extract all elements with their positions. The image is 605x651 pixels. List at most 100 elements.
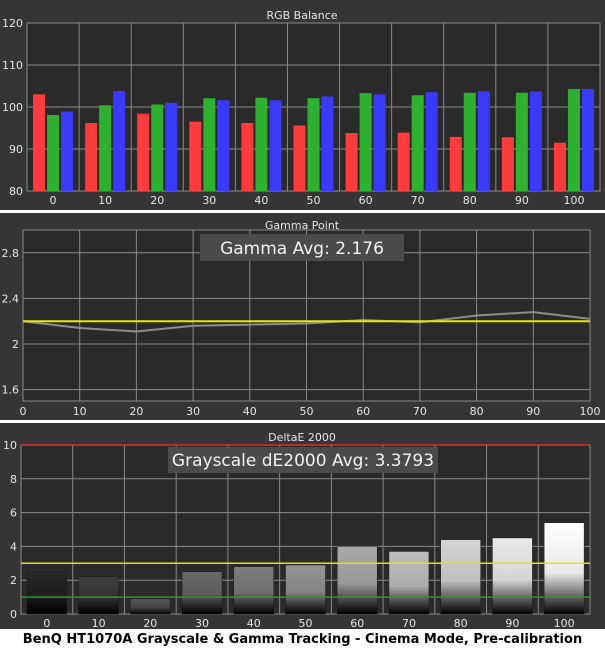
x-tick-label: 50 <box>299 617 313 629</box>
x-tick-label: 80 <box>463 194 477 207</box>
red-bar <box>33 94 46 191</box>
blue-bar <box>477 91 490 191</box>
x-tick-label: 60 <box>356 405 370 418</box>
x-tick-label: 10 <box>92 617 106 629</box>
delta-e-bar <box>181 571 223 615</box>
x-tick-label: 90 <box>526 405 540 418</box>
x-tick-label: 50 <box>300 405 314 418</box>
x-tick-label: 30 <box>186 405 200 418</box>
red-bar <box>85 122 98 191</box>
blue-bar <box>529 91 542 191</box>
x-tick-label: 70 <box>413 405 427 418</box>
rgb-balance-panel: RGB Balance 80 90 100 110 120 0 10 20 30 40 50 60 70 8… <box>0 0 605 210</box>
red-bar <box>293 125 306 191</box>
delta-e-bar <box>233 566 275 615</box>
chart-title: DeltaE 2000 <box>268 431 336 444</box>
y-tick-label: 120 <box>2 17 23 30</box>
delta-e-average-label: Grayscale dE2000 Avg: 3.3793 <box>172 451 434 471</box>
y-tick-label: 1.6 <box>2 384 20 397</box>
delta-e-bar <box>440 539 481 615</box>
green-bar <box>359 93 372 191</box>
delta-e-bar <box>78 576 119 615</box>
gamma-average-label: Gamma Avg: 2.176 <box>220 239 384 259</box>
footer-caption: BenQ HT1070A Grayscale & Gamma Tracking … <box>0 629 605 651</box>
y-tick-label: 8 <box>10 473 17 486</box>
x-tick-label: 0 <box>50 194 57 207</box>
x-tick-label: 20 <box>150 194 164 207</box>
x-tick-label: 70 <box>402 617 416 629</box>
blue-bar <box>581 88 594 191</box>
green-bar <box>307 98 320 191</box>
x-tick-label: 70 <box>411 194 425 207</box>
x-tick-label: 80 <box>470 405 484 418</box>
x-tick-label: 40 <box>247 617 261 629</box>
blue-bar <box>217 100 230 191</box>
delta-e-bar <box>336 546 378 615</box>
x-tick-label: 40 <box>243 405 257 418</box>
x-tick-label: 40 <box>254 194 268 207</box>
blue-bar <box>165 102 178 191</box>
green-bar <box>463 92 476 191</box>
y-tick-label: 0 <box>10 608 17 621</box>
x-tick-label: 60 <box>359 194 373 207</box>
x-tick-label: 100 <box>554 617 575 629</box>
y-tick-label: 80 <box>9 185 23 198</box>
y-tick-label: 6 <box>10 507 17 520</box>
x-tick-label: 100 <box>580 405 601 418</box>
chart-title: Gamma Point <box>265 219 340 232</box>
blue-bar <box>425 92 438 191</box>
gamma-measured-line <box>22 311 591 333</box>
green-bar <box>151 104 164 191</box>
y-tick-label: 2.4 <box>2 292 20 305</box>
delta-e-bar <box>130 598 171 615</box>
gamma-point-panel: Gamma Point 1.6 2 2.4 2.8 0 10 20 30 40 50 60 70 80 90… <box>0 213 605 420</box>
green-bar <box>99 105 112 191</box>
green-bar <box>47 114 60 191</box>
y-tick-label: 2.8 <box>2 247 20 260</box>
gamma-point-chart: Gamma Point 1.6 2 2.4 2.8 0 10 20 30 40 50 60 70 80 90… <box>2 219 601 418</box>
green-bar <box>515 92 528 191</box>
x-tick-label: 10 <box>73 405 87 418</box>
deltae-panel: DeltaE 2000 0 2 4 6 8 10 0 10 20 30 40 50 60 70 80 90 100… <box>0 423 605 629</box>
x-tick-label: 10 <box>98 194 112 207</box>
blue-bar <box>269 100 282 191</box>
delta-e-bar <box>285 564 326 615</box>
red-bar <box>449 136 462 191</box>
y-tick-label: 4 <box>10 540 17 553</box>
y-tick-label: 10 <box>3 439 17 452</box>
delta-e-bar <box>543 522 585 615</box>
green-bar <box>567 88 580 191</box>
x-tick-label: 50 <box>307 194 321 207</box>
x-tick-label: 80 <box>454 617 468 629</box>
red-bar <box>137 113 150 191</box>
delta-e-bar <box>26 571 68 615</box>
y-tick-label: 90 <box>9 143 23 156</box>
red-bar <box>345 133 358 191</box>
blue-bar <box>321 96 334 191</box>
annotation-box <box>200 234 404 261</box>
x-tick-label: 90 <box>515 194 529 207</box>
x-tick-label: 30 <box>195 617 209 629</box>
x-tick-label: 20 <box>143 617 157 629</box>
blue-bar <box>61 111 74 191</box>
y-tick-label: 100 <box>2 101 23 114</box>
delta-e-bar <box>388 551 430 615</box>
x-tick-label: 0 <box>20 405 27 418</box>
green-bar <box>411 95 424 191</box>
blue-bar <box>113 91 126 191</box>
x-tick-label: 60 <box>350 617 364 629</box>
x-tick-label: 30 <box>202 194 216 207</box>
delta-e-bar <box>492 537 533 615</box>
red-bar <box>189 121 202 191</box>
x-tick-label: 20 <box>129 405 143 418</box>
x-tick-label: 90 <box>505 617 519 629</box>
green-bar <box>255 97 268 191</box>
chart-title: RGB Balance <box>266 9 337 22</box>
rgb-balance-chart: RGB Balance 80 90 100 110 120 0 10 20 30 40 50 60 70 8… <box>2 9 601 207</box>
green-bar <box>203 98 216 191</box>
y-tick-label: 2 <box>12 338 19 351</box>
y-tick-label: 2 <box>10 574 17 587</box>
red-bar <box>501 137 514 191</box>
annotation-box <box>168 447 438 473</box>
